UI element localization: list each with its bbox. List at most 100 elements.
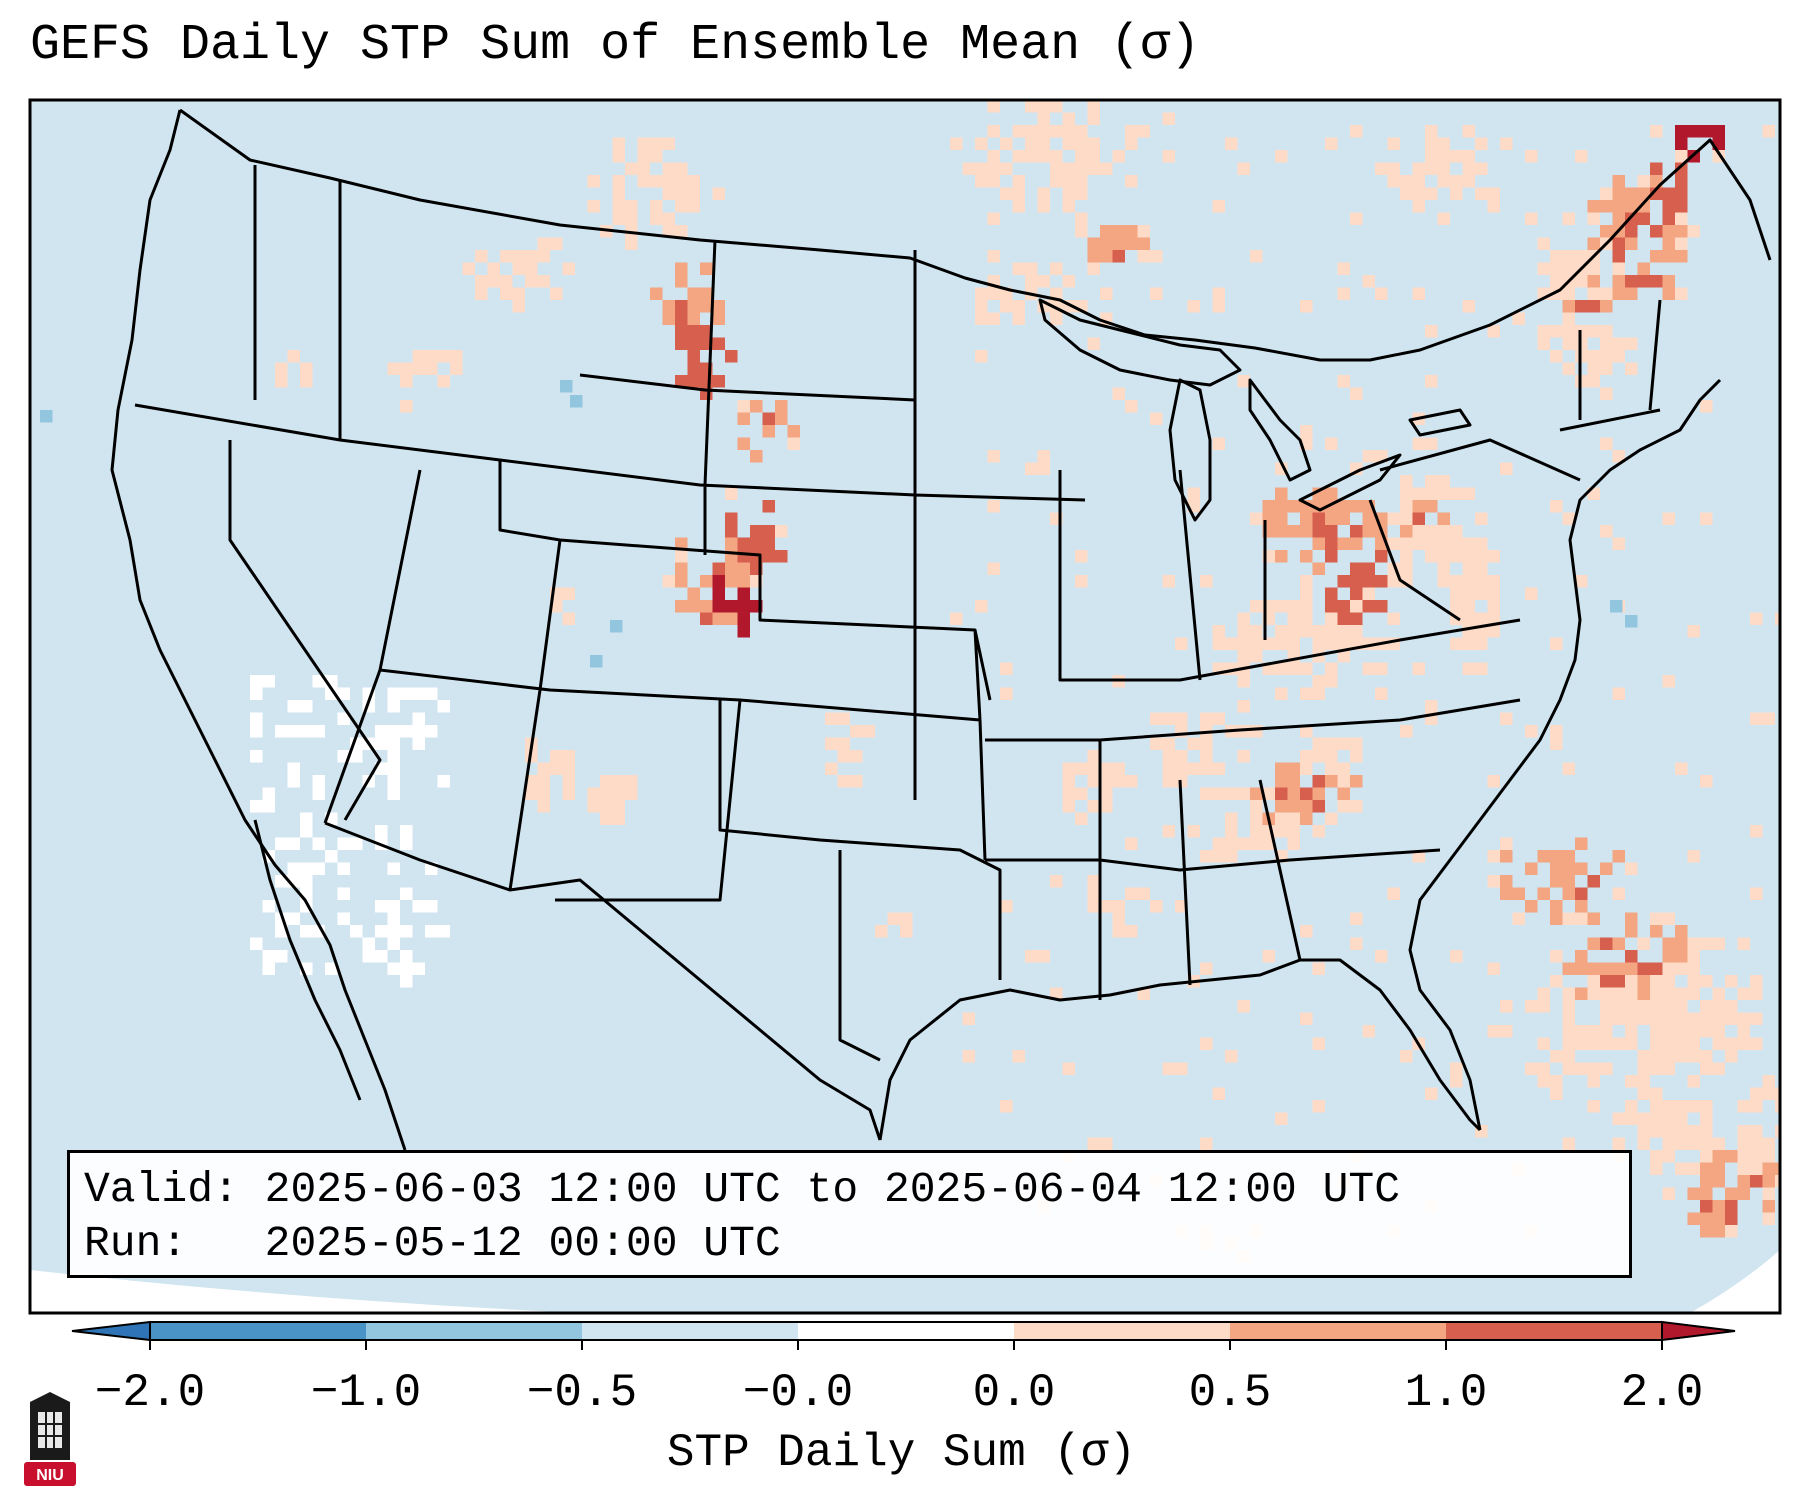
stp-cell (1387, 175, 1400, 188)
stp-cell (1637, 187, 1650, 200)
west-coast (110, 109, 407, 1151)
stp-cell (1462, 637, 1475, 650)
stp-cell (1600, 362, 1613, 375)
stp-cell (1200, 575, 1213, 588)
stp-cell (1025, 100, 1038, 113)
stp-cell (1325, 762, 1338, 775)
stp-cell (1600, 300, 1613, 313)
stp-cell (637, 137, 650, 150)
stp-cell (1675, 1125, 1688, 1138)
stp-cell (1562, 1062, 1575, 1075)
stp-cell (1662, 1150, 1675, 1163)
stp-cell (1125, 237, 1138, 250)
stp-cell (1425, 125, 1438, 138)
stp-cell (850, 750, 863, 763)
stp-cell (1325, 437, 1338, 450)
stp-cell (1562, 1137, 1575, 1150)
stp-cell (1037, 100, 1050, 113)
stp-cell (1762, 1087, 1775, 1100)
stp-cell (1650, 1025, 1663, 1038)
stp-cell (1037, 275, 1050, 288)
stp-cell (637, 175, 650, 188)
stp-cell (900, 925, 913, 938)
stp-cell (1112, 925, 1125, 938)
stp-cell (1212, 712, 1225, 725)
stp-cell (1387, 537, 1400, 550)
stp-cell (1037, 950, 1050, 963)
stp-cell (1575, 575, 1588, 588)
stp-cell (637, 150, 650, 163)
stp-cell (387, 925, 400, 938)
stp-cell (1400, 487, 1413, 500)
stp-cell (1125, 837, 1138, 850)
stp-cell (1587, 200, 1600, 213)
stp-cell (1075, 212, 1088, 225)
stp-cell (600, 812, 613, 825)
stp-cell (362, 950, 375, 963)
stp-cell (1612, 1037, 1625, 1050)
stp-cell (1300, 550, 1313, 563)
stp-cell (1650, 250, 1663, 263)
stp-cell (1162, 825, 1175, 838)
stp-cell (300, 875, 313, 888)
stp-cell (1637, 200, 1650, 213)
stp-cell (1575, 962, 1588, 975)
stp-cell (1662, 987, 1675, 1000)
stp-cell (375, 900, 388, 913)
stp-cell (1100, 225, 1113, 238)
stp-cell (475, 275, 488, 288)
stp-cell (1500, 712, 1513, 725)
stp-cell (1225, 812, 1238, 825)
stp-cell (550, 600, 563, 613)
stp-cell (537, 275, 550, 288)
stp-cell (687, 200, 700, 213)
stp-cell (1587, 875, 1600, 888)
info-box: Valid: 2025-06-03 12:00 UTC to 2025-06-0… (67, 1150, 1632, 1278)
stp-cell (1287, 612, 1300, 625)
stp-cell (1250, 250, 1263, 263)
stp-cell (1225, 787, 1238, 800)
stp-cell (1075, 550, 1088, 563)
stp-cell (737, 562, 750, 575)
stp-cell (1462, 537, 1475, 550)
stp-cell (1100, 800, 1113, 813)
stp-cell (675, 337, 688, 350)
stp-cell (1700, 1225, 1713, 1238)
stp-cell (562, 762, 575, 775)
stp-cell (1312, 787, 1325, 800)
stp-cell (1450, 575, 1463, 588)
stp-cell (412, 725, 425, 738)
stp-cell (1587, 262, 1600, 275)
stp-cell (1525, 587, 1538, 600)
stp-cell (1562, 1012, 1575, 1025)
stp-cell (1637, 175, 1650, 188)
stp-cell (1662, 962, 1675, 975)
stp-cell (1025, 150, 1038, 163)
stp-cell (1450, 525, 1463, 538)
stp-cell (1675, 137, 1688, 150)
stp-cell (1562, 862, 1575, 875)
stp-cell (1200, 1137, 1213, 1150)
stp-cell (562, 750, 575, 763)
stp-cell (700, 575, 713, 588)
stp-cell (1487, 612, 1500, 625)
stp-cell (400, 400, 413, 413)
stp-cell (312, 787, 325, 800)
stp-cell (1425, 487, 1438, 500)
stp-cell (1325, 675, 1338, 688)
stp-cell (1100, 287, 1113, 300)
stp-cell (837, 712, 850, 725)
stp-cell (1087, 1137, 1100, 1150)
stp-cell (1037, 125, 1050, 138)
stp-cell (1125, 400, 1138, 413)
stp-cell (400, 825, 413, 838)
stp-cell (1462, 150, 1475, 163)
stp-cell (1400, 512, 1413, 525)
stp-cell (1062, 200, 1075, 213)
projection-edge-left (30, 1270, 580, 1313)
stp-cell (737, 575, 750, 588)
stp-cell (1125, 137, 1138, 150)
stp-cell (587, 800, 600, 813)
stp-cell (1437, 175, 1450, 188)
stp-cell (1675, 287, 1688, 300)
